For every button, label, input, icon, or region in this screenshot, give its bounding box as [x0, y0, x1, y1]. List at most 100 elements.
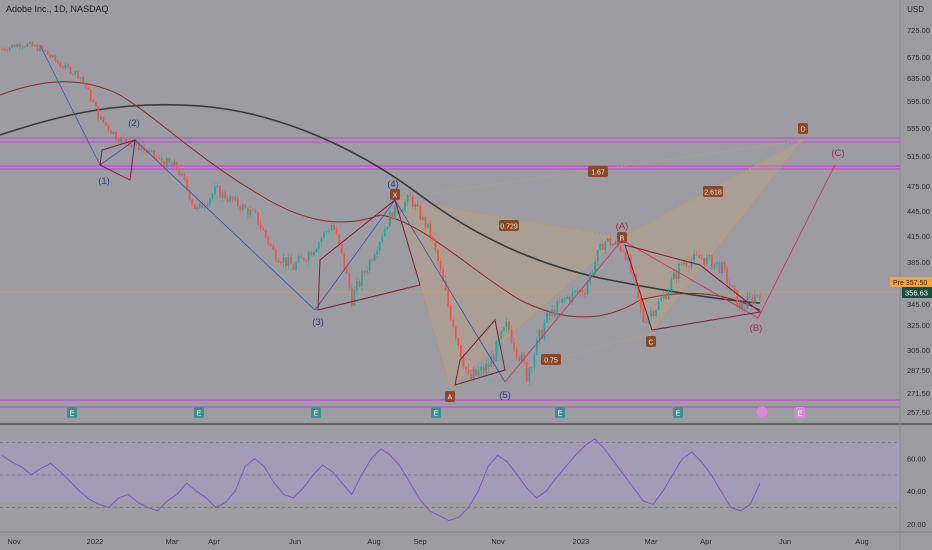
candle-body	[216, 186, 219, 187]
price-tick-label: 515.00	[907, 152, 930, 161]
candle-body	[163, 161, 166, 168]
candle-body	[568, 296, 571, 302]
candle-body	[211, 193, 214, 199]
candle-body	[198, 202, 201, 208]
candle-body	[383, 229, 386, 237]
candle-body	[272, 245, 275, 250]
candle-body	[340, 244, 343, 254]
candle-body	[705, 256, 708, 265]
pre-price-tag	[890, 277, 932, 287]
candle-body	[170, 162, 173, 166]
candle-body	[434, 240, 437, 251]
candle-body	[54, 55, 57, 61]
candle-body	[277, 260, 280, 263]
candle-body	[21, 46, 24, 48]
symbol-title[interactable]: Adobe Inc., 1D, NASDAQ	[6, 4, 109, 14]
price-tick-label: 271.50	[907, 389, 930, 398]
candle-body	[470, 373, 472, 379]
candle-body	[619, 245, 622, 251]
candle-body	[406, 195, 409, 203]
candle-body	[13, 44, 16, 48]
candle-body	[252, 209, 254, 211]
candle-body	[224, 191, 226, 199]
wave-label: (4)	[387, 179, 399, 190]
harmonic-point-label: D	[800, 127, 805, 134]
candle-body	[510, 329, 513, 343]
candle-body	[84, 82, 87, 88]
candle-body	[153, 150, 156, 158]
candle-body	[300, 256, 303, 258]
candle-body	[424, 216, 427, 228]
candle-body	[320, 238, 323, 243]
candle-body	[117, 139, 120, 144]
last-price-tag	[902, 287, 932, 298]
candle-body	[655, 309, 657, 317]
harmonic-point-label: B	[620, 236, 625, 243]
corrective-wave-line	[504, 164, 836, 383]
candle-body	[561, 298, 564, 303]
candle-body	[333, 225, 336, 230]
price-tick-label: 635.00	[907, 74, 930, 83]
harmonic-point-label: X	[393, 193, 398, 200]
candle-body	[591, 272, 594, 274]
candle-body	[188, 190, 191, 200]
candle-body	[44, 49, 46, 52]
candle-body	[257, 212, 259, 225]
candle-body	[353, 290, 356, 306]
candle-body	[670, 279, 673, 292]
candle-body	[74, 71, 77, 74]
candle-body	[305, 260, 308, 262]
candle-body	[490, 356, 493, 368]
candle-body	[168, 158, 171, 163]
candle-body	[414, 204, 417, 208]
candle-body	[295, 262, 297, 271]
candle-body	[107, 125, 110, 131]
candle-body	[214, 186, 216, 194]
candle-body	[356, 280, 358, 291]
candle-body	[67, 64, 69, 68]
time-tick-label: Nov	[491, 537, 505, 546]
candle-body	[642, 307, 645, 322]
candle-body	[69, 67, 72, 74]
candle-body	[64, 64, 67, 68]
axes: 725.00 675.00 635.00 595.00 555.00 515.00 475.…	[7, 26, 932, 546]
candle-body	[703, 258, 706, 265]
price-tick-label: 257.50	[907, 408, 930, 417]
candle-body	[528, 367, 531, 382]
candle-body	[627, 256, 630, 261]
candle-body	[160, 157, 163, 162]
rsi-line	[1, 438, 761, 522]
candle-body	[297, 256, 300, 263]
candle-body	[632, 272, 635, 275]
candle-body	[94, 101, 97, 107]
harmonic-xab	[394, 198, 623, 389]
candle-body	[56, 60, 59, 64]
price-tick-label: 595.00	[907, 97, 930, 106]
candle-body	[401, 209, 404, 212]
candle-body	[239, 206, 242, 211]
candle-body	[249, 209, 252, 216]
candle-body	[421, 216, 424, 220]
candle-body	[72, 73, 74, 75]
candle-body	[254, 209, 257, 213]
candle-body	[713, 263, 716, 269]
candle-body	[551, 309, 554, 316]
time-tick-label: 2022	[87, 537, 104, 546]
candle-body	[548, 312, 551, 316]
candle-body	[495, 341, 498, 362]
candle-body	[61, 66, 64, 68]
earnings-badge	[194, 407, 204, 418]
candle-body	[77, 71, 79, 79]
candle-body	[196, 207, 199, 209]
candle-body	[677, 263, 680, 280]
candle-body	[439, 261, 442, 270]
candle-body	[193, 203, 196, 209]
earnings-label: E	[197, 411, 202, 418]
price-tick-label: 445.00	[907, 207, 930, 216]
candle-body	[176, 161, 178, 169]
candle-body	[754, 295, 756, 304]
candle-body	[452, 319, 455, 328]
price-tick-label: 305.00	[907, 346, 930, 355]
candle-body	[376, 250, 379, 256]
